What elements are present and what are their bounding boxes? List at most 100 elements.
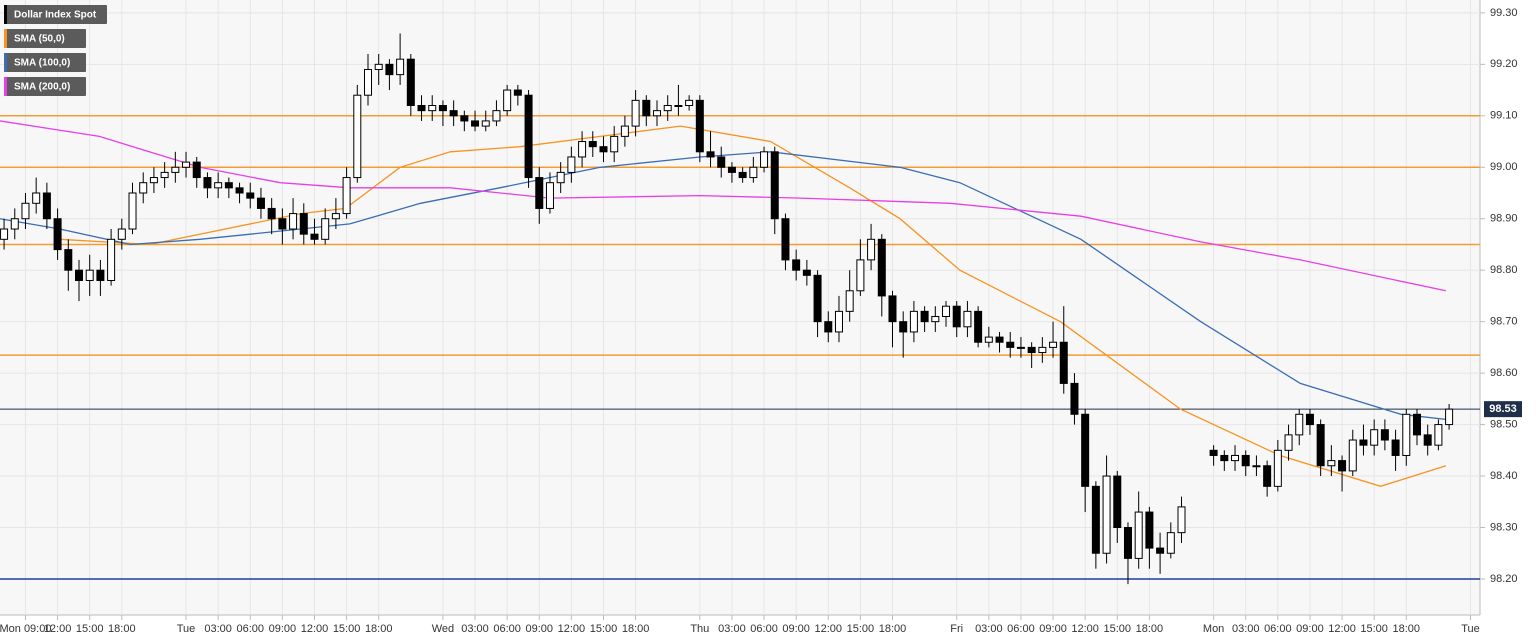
- candle-body: [792, 259, 801, 271]
- x-tick-label: 12:00: [558, 623, 586, 635]
- x-tick-label: Wed: [432, 623, 454, 635]
- candle-body: [1177, 506, 1186, 534]
- sma-line: [59, 125, 1447, 487]
- candle-body: [567, 156, 576, 173]
- candle-body: [545, 182, 554, 209]
- x-tick-label: 09:00: [782, 623, 810, 635]
- candle-body: [909, 310, 918, 333]
- candle-body: [149, 177, 158, 184]
- candle-body: [374, 63, 383, 70]
- candle-body: [1445, 408, 1454, 426]
- y-tick-label: 99.20: [1490, 58, 1518, 70]
- x-tick-label: 15:00: [333, 623, 361, 635]
- x-tick-label: Tue: [177, 623, 196, 635]
- candle-body: [42, 192, 51, 220]
- legend-swatch: [4, 77, 7, 96]
- legend-swatch: [4, 53, 7, 72]
- candle-body: [503, 89, 512, 112]
- candle-body: [1284, 434, 1293, 451]
- y-tick-label: 98.90: [1490, 213, 1518, 225]
- candle-body: [663, 105, 672, 112]
- candle-body: [1113, 475, 1122, 529]
- candle-body: [706, 151, 715, 158]
- candle-body: [995, 336, 1004, 343]
- x-tick-label: 12:00: [1328, 623, 1356, 635]
- x-tick-label: 12:00: [301, 623, 329, 635]
- x-tick-label: Thu: [690, 623, 709, 635]
- candle-body: [845, 290, 854, 312]
- candle-body: [406, 58, 415, 107]
- x-tick-label: 09:00: [525, 623, 553, 635]
- candle-body: [1402, 413, 1411, 456]
- x-tick-label: 03:00: [461, 623, 489, 635]
- x-tick-label: 18:00: [1393, 623, 1421, 635]
- marks: [0, 33, 1454, 585]
- candle-body: [610, 135, 619, 153]
- candle-body: [32, 192, 41, 204]
- candle-body: [1359, 439, 1368, 446]
- x-tick-label: 09:00: [269, 623, 297, 635]
- x-tick-label: Mon 09:00: [0, 623, 51, 635]
- x-tick-label: 18:00: [622, 623, 650, 635]
- candle-body: [471, 120, 480, 127]
- x-tick-label: 18:00: [365, 623, 393, 635]
- levels: [0, 115, 1480, 580]
- candle-body: [867, 238, 876, 261]
- candle-body: [631, 99, 640, 127]
- x-tick-label: 06:00: [1007, 623, 1035, 635]
- x-tick-label: 15:00: [1360, 623, 1388, 635]
- y-tick-label: 98.20: [1490, 573, 1518, 585]
- candle-body: [1434, 424, 1443, 446]
- y-tick-label: 98.70: [1490, 316, 1518, 328]
- legend-box: [4, 53, 86, 72]
- axes: 98.20 98.30 98.40 98.50 98.60 98.70 98.80 98.90…: [0, 7, 1522, 635]
- candle-body: [1423, 434, 1432, 446]
- candle-body: [1006, 341, 1015, 348]
- candle-body: [1263, 465, 1272, 487]
- x-tick-label: 15:00: [590, 623, 618, 635]
- x-tick-label: 15:00: [847, 623, 875, 635]
- candle-body: [899, 321, 908, 333]
- candle-body: [364, 68, 373, 96]
- candle-body: [1049, 341, 1058, 348]
- candle-body: [1038, 346, 1047, 354]
- x-tick-label: Fri: [950, 623, 963, 635]
- candle-body: [877, 238, 886, 297]
- x-tick-label: 06:00: [493, 623, 521, 635]
- candle-body: [310, 233, 319, 240]
- candle-body: [214, 182, 223, 189]
- candle-body: [642, 99, 651, 117]
- candle-body: [513, 89, 522, 96]
- candle-body: [963, 310, 972, 328]
- candle-body: [128, 192, 137, 230]
- candle-body: [0, 228, 9, 240]
- candle-body: [224, 182, 233, 189]
- candle-body: [96, 269, 105, 281]
- candle-body: [267, 207, 276, 220]
- candle-body: [449, 110, 458, 117]
- x-tick-label: 03:00: [975, 623, 1003, 635]
- candle-body: [1091, 485, 1100, 554]
- x-tick-label: 18:00: [108, 623, 136, 635]
- legend-box: [4, 29, 86, 48]
- x-tick-label: 09:00: [1039, 623, 1067, 635]
- x-tick-label: 18:00: [1136, 623, 1164, 635]
- candle-body: [1156, 547, 1165, 554]
- candle-body: [1081, 413, 1090, 487]
- candle-body: [1295, 413, 1304, 436]
- legend-swatch: [4, 5, 7, 24]
- x-tick-label: 06:00: [1264, 623, 1292, 635]
- sma-line: [0, 151, 1446, 421]
- candle-body: [620, 125, 629, 137]
- candle-body: [727, 166, 736, 173]
- candle-body: [1102, 475, 1111, 554]
- candle-body: [53, 218, 62, 251]
- candle-body: [920, 310, 929, 323]
- candle-body: [203, 177, 212, 189]
- candle-body: [578, 141, 587, 158]
- candle-body: [1316, 424, 1325, 467]
- candle-body: [813, 274, 822, 323]
- candle-body: [1338, 460, 1347, 472]
- candle-body: [888, 295, 897, 323]
- candle-body: [599, 146, 608, 153]
